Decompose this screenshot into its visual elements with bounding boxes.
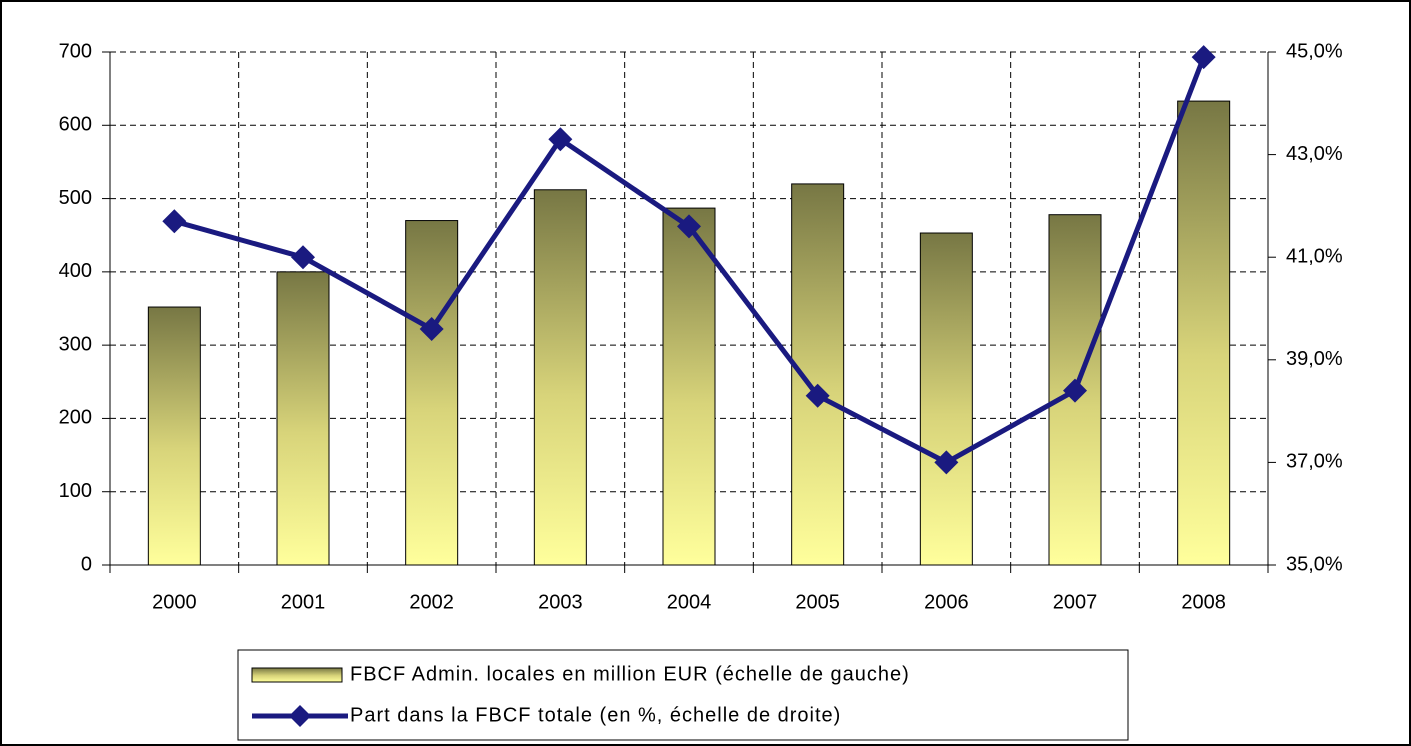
x-tick-label: 2000 <box>152 591 197 613</box>
bar <box>276 271 330 566</box>
bar <box>919 232 973 566</box>
legend-marker <box>289 705 311 727</box>
legend-label: Part dans la FBCF totale (en %, échelle … <box>350 704 841 726</box>
bar <box>1177 100 1231 566</box>
y-tick-label: 700 <box>59 40 92 62</box>
legend <box>237 649 1129 741</box>
marker <box>162 209 187 234</box>
bar <box>662 207 716 566</box>
y-tick-label: 300 <box>59 333 92 355</box>
y-tick-label: 500 <box>59 187 92 209</box>
marker <box>677 214 701 239</box>
bar <box>405 220 459 566</box>
legend-label: FBCF Admin. locales en million EUR (éche… <box>350 663 910 685</box>
bar <box>147 306 201 566</box>
x-tick-label: 2008 <box>1181 591 1226 613</box>
y2-tick-label: 39,0% <box>1286 348 1343 370</box>
y2-tick-label: 41,0% <box>1286 245 1343 267</box>
marker <box>1063 378 1087 403</box>
marker <box>291 245 315 270</box>
x-tick-label: 2001 <box>281 591 326 613</box>
y-tick-label: 600 <box>59 114 92 136</box>
marker <box>419 317 444 342</box>
x-tick-label: 2006 <box>924 591 969 613</box>
y-tick-label: 0 <box>81 553 92 575</box>
x-tick-label: 2005 <box>795 591 840 613</box>
marker <box>1191 45 1216 70</box>
y-tick-label: 200 <box>59 407 92 429</box>
x-tick-label: 2003 <box>538 591 583 613</box>
y-tick-label: 100 <box>59 480 92 502</box>
bar <box>533 189 587 566</box>
x-tick-label: 2002 <box>409 591 454 613</box>
y2-tick-label: 35,0% <box>1286 553 1343 575</box>
bar <box>1048 214 1102 566</box>
y2-tick-label: 45,0% <box>1286 40 1343 62</box>
x-tick-label: 2004 <box>667 591 712 613</box>
y2-tick-label: 43,0% <box>1286 143 1343 165</box>
x-tick-label: 2007 <box>1053 591 1098 613</box>
marker <box>805 383 830 408</box>
y-tick-label: 400 <box>59 260 92 282</box>
legend-swatch <box>251 667 343 683</box>
marker <box>934 450 959 475</box>
marker <box>548 127 573 152</box>
y2-tick-label: 37,0% <box>1286 451 1343 473</box>
